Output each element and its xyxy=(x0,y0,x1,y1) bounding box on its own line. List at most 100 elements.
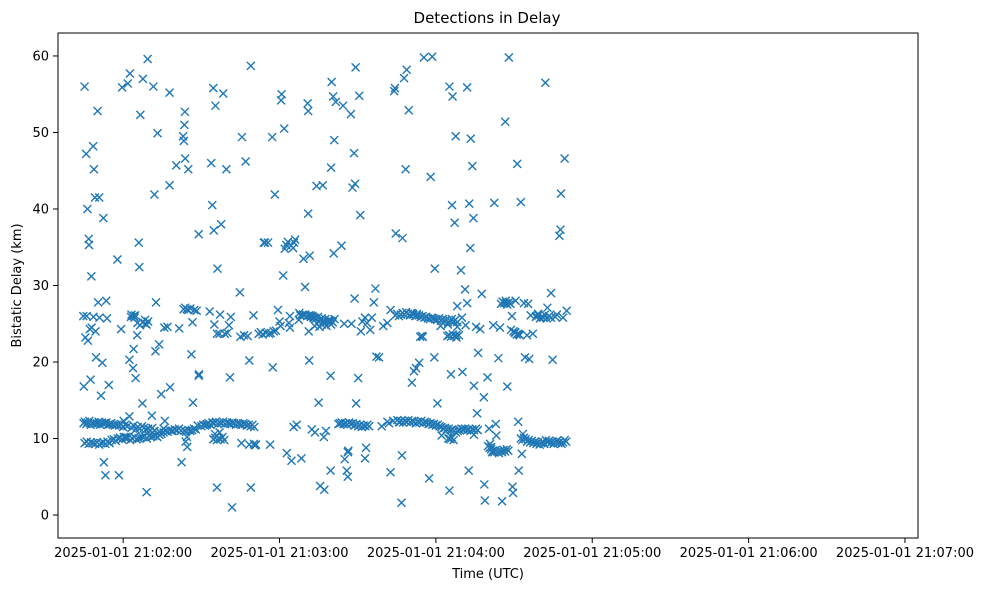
data-point xyxy=(444,486,454,496)
data-point xyxy=(187,317,197,327)
data-point xyxy=(183,425,193,435)
data-point xyxy=(180,107,190,117)
y-tick-label: 30 xyxy=(32,279,49,294)
data-point xyxy=(462,82,472,92)
data-point xyxy=(329,248,339,258)
data-point xyxy=(546,288,556,298)
y-tick-label: 10 xyxy=(32,432,49,447)
data-point xyxy=(165,382,175,392)
data-point xyxy=(154,430,164,440)
data-point xyxy=(353,373,363,383)
data-point xyxy=(540,78,550,88)
data-point xyxy=(218,88,228,98)
data-point xyxy=(97,358,107,368)
data-point xyxy=(402,65,412,75)
data-point xyxy=(356,326,366,336)
data-point xyxy=(514,466,524,476)
data-point xyxy=(427,52,437,62)
data-point xyxy=(452,301,462,311)
data-point xyxy=(277,89,287,99)
data-point xyxy=(451,333,461,343)
data-point xyxy=(142,487,152,497)
data-point xyxy=(135,110,145,120)
data-point xyxy=(126,310,136,320)
data-point xyxy=(153,128,163,138)
data-point xyxy=(117,82,127,92)
data-point xyxy=(179,120,189,130)
data-point xyxy=(378,321,388,331)
data-point xyxy=(506,325,516,335)
data-point xyxy=(159,424,169,434)
data-point xyxy=(149,189,159,199)
data-point xyxy=(181,437,191,447)
data-point xyxy=(194,371,204,381)
x-tick-label: 2025-01-01 21:02:00 xyxy=(54,546,192,561)
data-point xyxy=(456,265,466,275)
data-point xyxy=(326,466,336,476)
data-point xyxy=(497,496,507,506)
data-point xyxy=(340,454,350,464)
data-point xyxy=(502,382,512,391)
data-point xyxy=(267,132,277,142)
data-point xyxy=(84,240,94,250)
data-point xyxy=(314,398,324,408)
y-tick-label: 20 xyxy=(32,356,49,371)
data-point xyxy=(128,363,138,373)
data-point xyxy=(560,153,570,163)
data-point xyxy=(326,320,336,330)
data-point xyxy=(404,105,414,115)
data-point xyxy=(397,450,407,460)
data-point xyxy=(411,363,421,373)
data-point xyxy=(186,349,196,359)
data-point xyxy=(555,225,565,235)
data-point xyxy=(319,432,329,442)
data-point xyxy=(354,91,364,101)
data-point xyxy=(522,330,532,340)
data-point xyxy=(263,238,273,248)
data-point xyxy=(265,440,275,450)
data-point xyxy=(78,311,88,321)
data-point xyxy=(215,310,225,320)
data-point xyxy=(462,298,472,308)
data-point xyxy=(460,284,470,294)
data-point xyxy=(489,198,499,208)
data-point xyxy=(424,473,434,483)
data-point xyxy=(349,148,359,158)
y-tick-label: 0 xyxy=(41,509,49,524)
data-point xyxy=(369,297,379,307)
data-point xyxy=(326,371,336,381)
data-point xyxy=(174,323,184,333)
data-point xyxy=(209,225,219,235)
data-point xyxy=(367,313,377,323)
data-point xyxy=(398,233,408,243)
data-point xyxy=(355,210,365,220)
data-point xyxy=(80,333,90,343)
x-tick-label: 2025-01-01 21:06:00 xyxy=(680,546,818,561)
data-point xyxy=(251,440,261,450)
data-point xyxy=(298,254,308,264)
data-point xyxy=(503,446,513,456)
data-point xyxy=(304,355,314,365)
data-point xyxy=(86,375,96,385)
data-point xyxy=(101,296,111,306)
data-point xyxy=(488,320,498,330)
data-point xyxy=(500,117,510,127)
data-point xyxy=(561,437,571,447)
data-point xyxy=(296,453,306,463)
data-point xyxy=(448,92,458,102)
x-tick-label: 2025-01-01 21:07:00 xyxy=(836,546,974,561)
data-point xyxy=(464,199,474,209)
data-point xyxy=(206,158,216,168)
data-point xyxy=(289,238,299,248)
data-point xyxy=(360,453,370,463)
data-point xyxy=(154,339,164,349)
data-point xyxy=(399,73,409,83)
data-point xyxy=(430,264,440,274)
data-point xyxy=(179,136,189,146)
data-point xyxy=(452,322,462,332)
data-point xyxy=(160,416,170,426)
data-point xyxy=(556,189,566,199)
data-point xyxy=(477,289,487,299)
data-point xyxy=(82,204,92,214)
data-point xyxy=(226,312,236,322)
